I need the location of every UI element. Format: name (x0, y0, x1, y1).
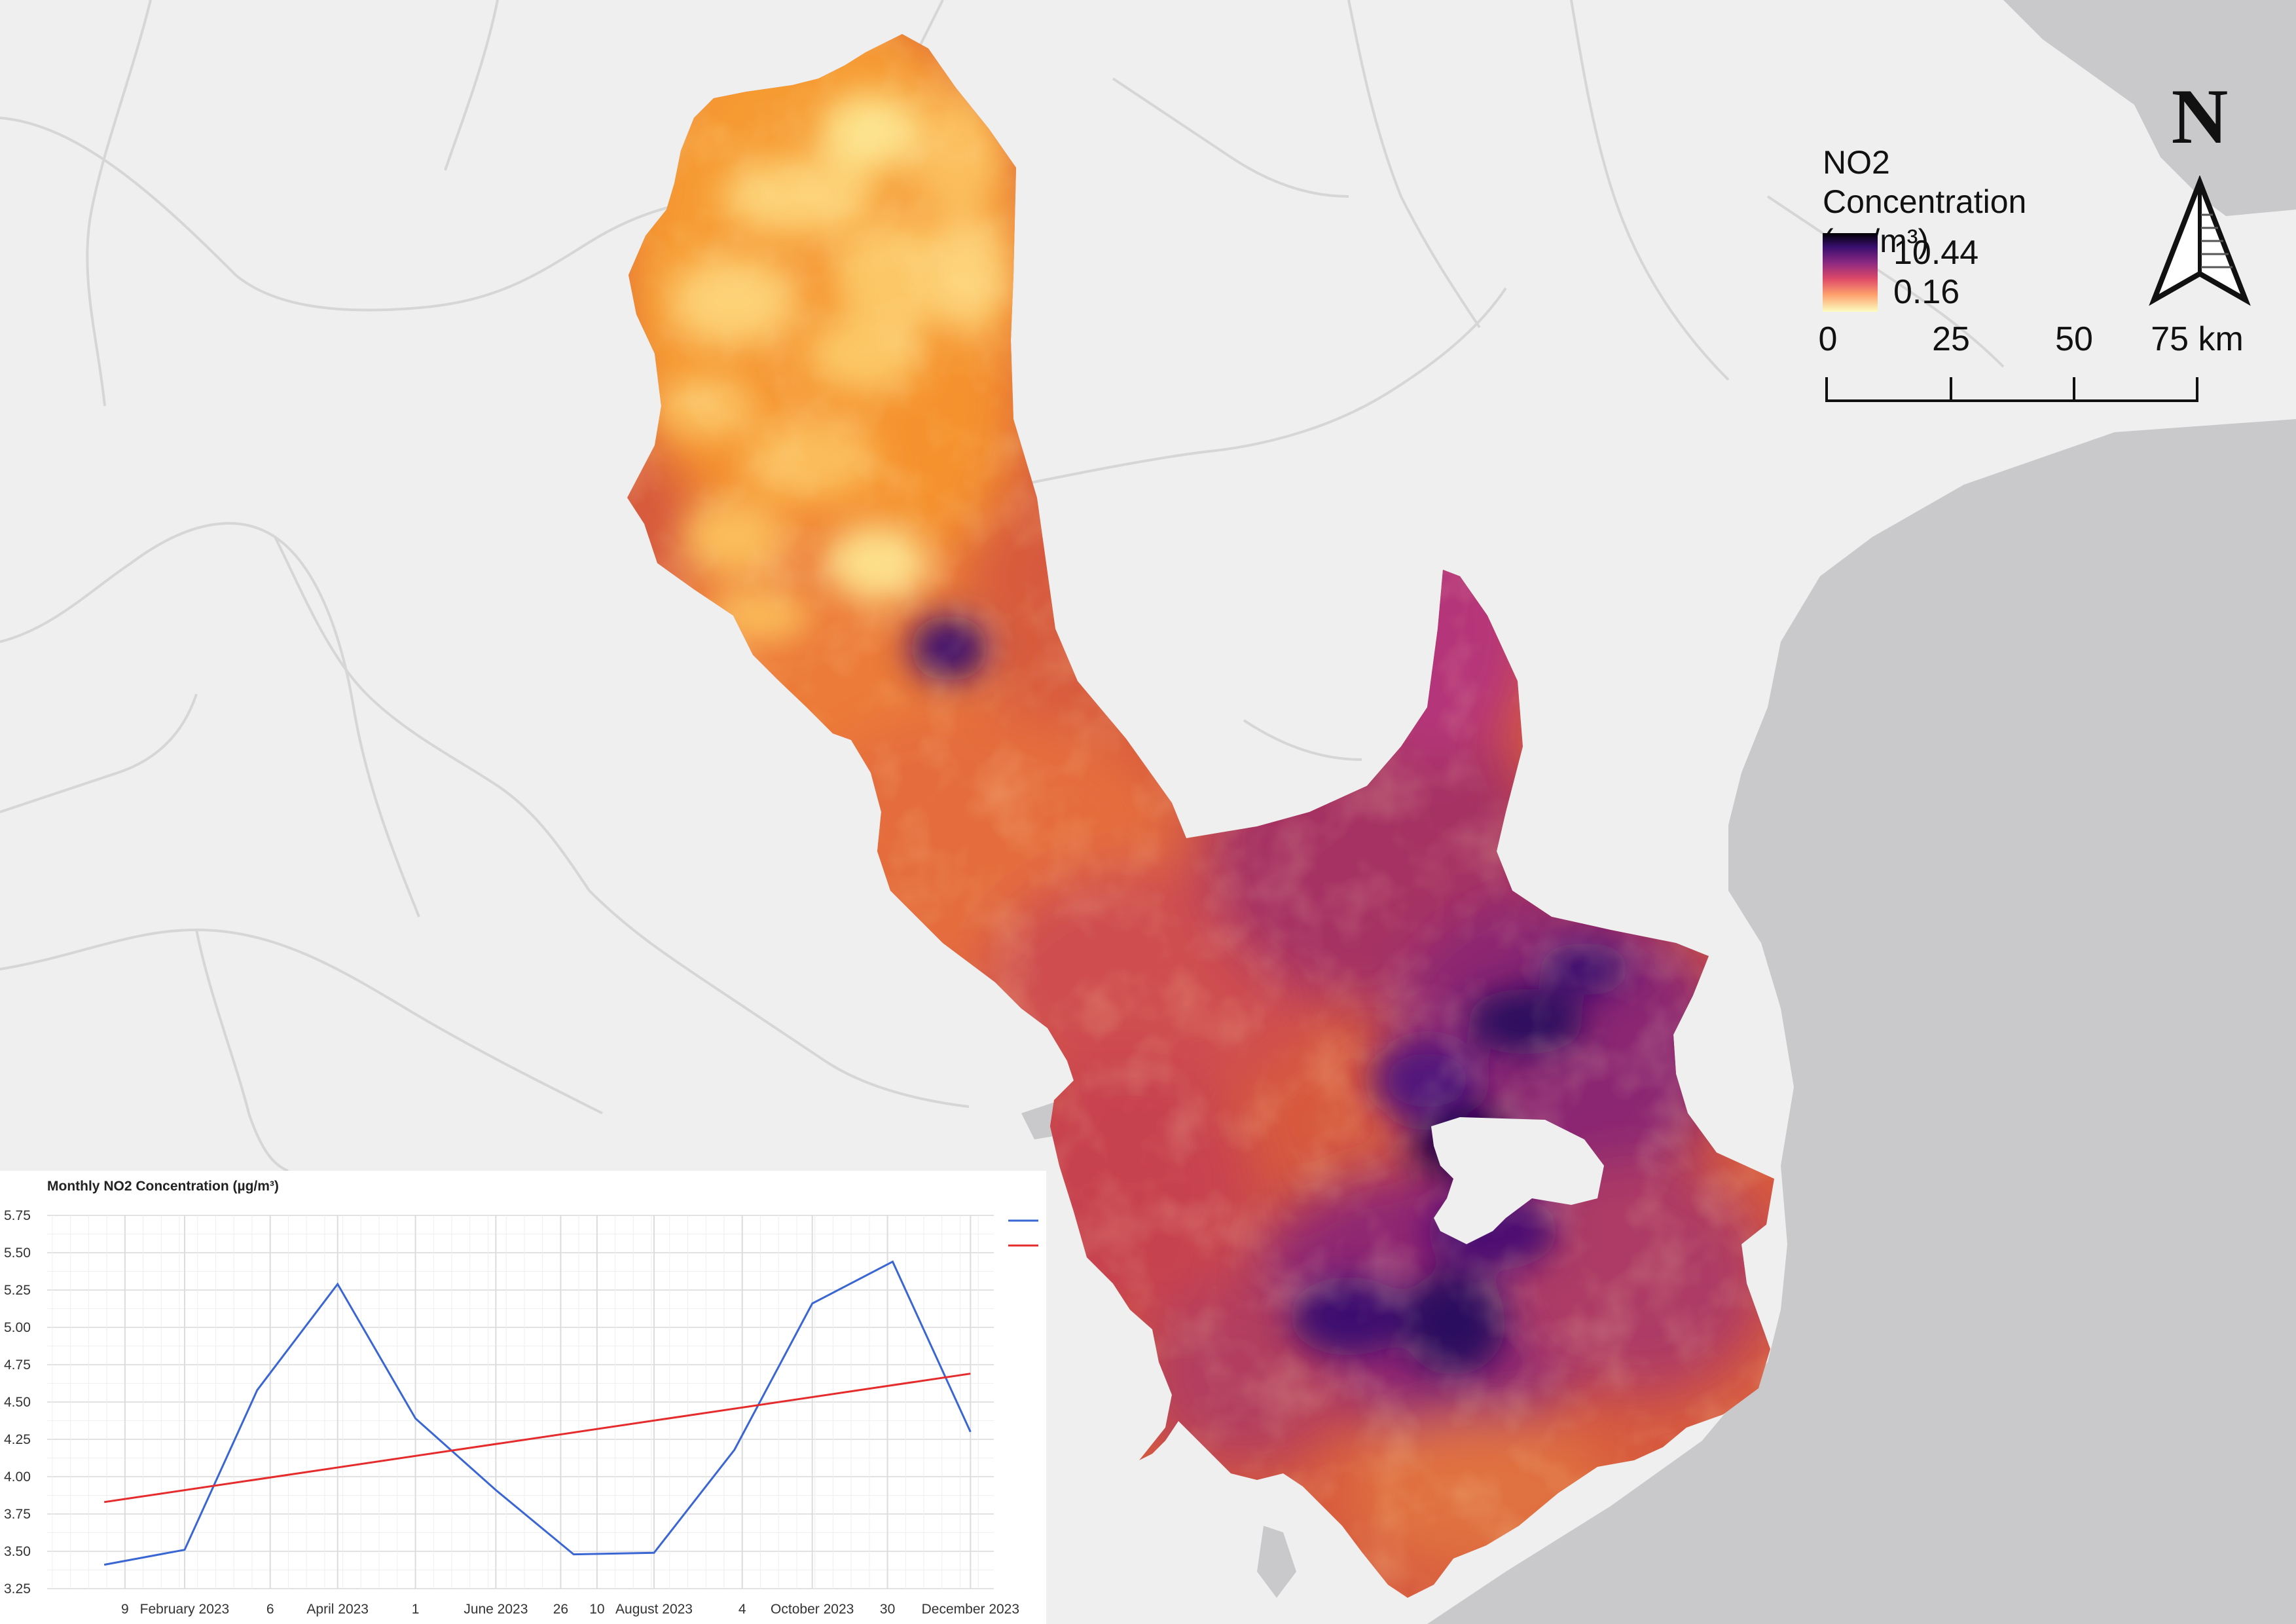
legend-min-value: 0.16 (1893, 273, 1960, 311)
x-tick-label: December 2023 (922, 1602, 1019, 1617)
monthly-no2-chart-panel: 3.25 3.50 3.75 4.00 4.25 4.50 4.75 5.00 5.25 5.50… (0, 1171, 1046, 1624)
legend-color-ramp (1823, 233, 1878, 312)
y-tick-label: 4.00 (4, 1469, 31, 1485)
y-tick-label: 3.50 (4, 1544, 31, 1559)
x-tick-label: 9 (121, 1602, 129, 1617)
chart-series (103, 1260, 972, 1566)
chart-y-ticks: 3.25 3.50 3.75 4.00 4.25 4.50 4.75 5.00 5.25 5.50… (4, 1208, 31, 1596)
legend-title-line1: NO2 Concentration (1823, 144, 2027, 220)
legend-color-ramp-row: 10.44 0.16 (1823, 233, 2058, 312)
y-tick-label: 5.50 (4, 1246, 31, 1261)
x-tick-label: June 2023 (464, 1602, 528, 1617)
x-tick-label: 30 (880, 1602, 895, 1617)
chart-x-ticks: 9 February 2023 6 April 2023 1 June 2023 26 10 A… (121, 1602, 1019, 1617)
legend-max-value: 10.44 (1893, 234, 1979, 272)
x-tick-label: 1 (412, 1602, 420, 1617)
boundary-lines (0, 0, 2005, 1172)
scale-bar: 0 25 50 75 km (1819, 320, 2281, 413)
chart-grid (47, 1215, 994, 1589)
x-tick-label: August 2023 (615, 1602, 693, 1617)
scale-label-75km: 75 km (2151, 320, 2244, 358)
chart-title: Monthly NO2 Concentration (µg/m³) (47, 1179, 279, 1194)
x-tick-label: April 2023 (306, 1602, 369, 1617)
x-tick-label: February 2023 (140, 1602, 230, 1617)
y-tick-label: 5.00 (4, 1320, 31, 1335)
y-tick-label: 4.25 (4, 1432, 31, 1447)
y-tick-label: 5.75 (4, 1208, 31, 1223)
x-tick-label: October 2023 (771, 1602, 854, 1617)
north-arrow-icon (2149, 175, 2251, 306)
y-tick-label: 5.25 (4, 1283, 31, 1298)
scale-label-50: 50 (2055, 320, 2093, 358)
scale-label-25: 25 (1932, 320, 1970, 358)
scale-bar-line (1825, 377, 2198, 402)
scale-label-0: 0 (1818, 320, 1838, 358)
y-tick-label: 4.50 (4, 1395, 31, 1410)
inland-water-hole (1431, 1117, 1604, 1244)
north-letter: N (2171, 73, 2229, 160)
x-tick-label: 6 (266, 1602, 274, 1617)
y-tick-label: 4.75 (4, 1357, 31, 1373)
x-tick-label: 4 (738, 1602, 746, 1617)
x-tick-label: 10 (589, 1602, 604, 1617)
monthly-mean-line (103, 1260, 972, 1566)
chart-legend (1008, 1219, 1038, 1247)
sea-area (2003, 0, 2296, 216)
monthly-no2-chart: 3.25 3.50 3.75 4.00 4.25 4.50 4.75 5.00 5.25 5.50… (4, 1208, 1038, 1617)
trend-line (103, 1373, 971, 1504)
north-arrow: N (2141, 77, 2259, 313)
x-tick-label: 26 (553, 1602, 568, 1617)
y-tick-label: 3.25 (4, 1581, 31, 1596)
y-tick-label: 3.75 (4, 1507, 31, 1522)
map-legend: NO2 Concentration (µg/m³) 10.44 0.16 (1823, 143, 2058, 312)
